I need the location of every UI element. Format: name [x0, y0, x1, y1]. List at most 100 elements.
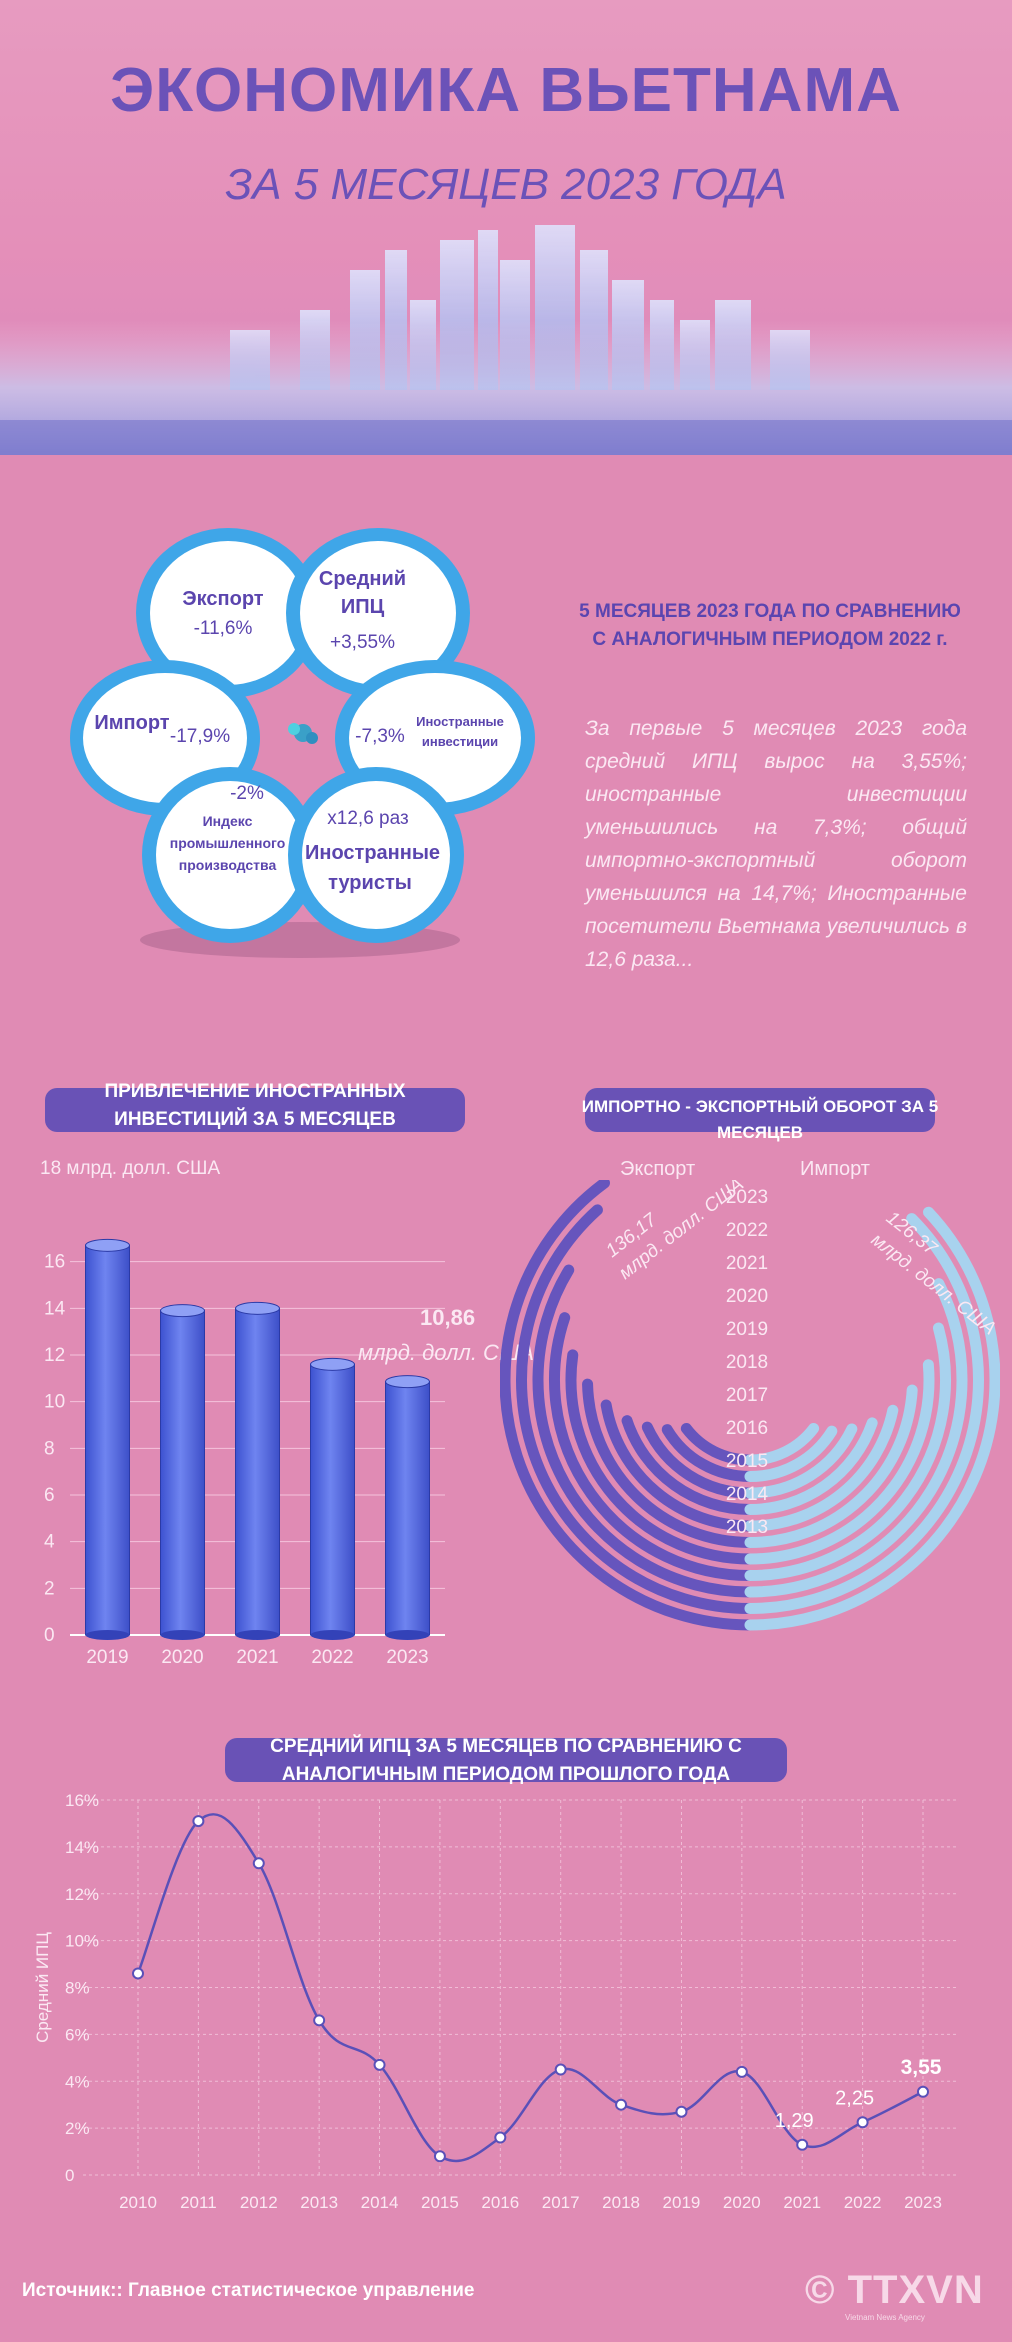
bar-ytick-label: 10 — [44, 1392, 65, 1413]
radial-chart: 2023 2022 2021 2020 2019 2018 2017 2016 2015 2014… — [500, 1180, 1000, 1631]
export-arc-2023 — [500, 1180, 756, 1631]
cpi-point-2021 — [796, 2138, 809, 2151]
bar-ytick-label: 16 — [44, 1252, 65, 1273]
bar-xtick-label: 2022 — [311, 1647, 353, 1668]
bar-chart-title: ПРИВЛЕЧЕНИЕ ИНОСТРАННЫХ ИНВЕСТИЦИЙ ЗА 5 … — [104, 1081, 406, 1130]
import-arc-2021 — [744, 1278, 968, 1598]
line-ytick-label: 0 — [65, 2166, 74, 2185]
petal-export — [136, 528, 320, 698]
line-xtick-label: 2012 — [240, 2193, 278, 2210]
radial-export-legend: Экспорт — [620, 1158, 696, 1180]
bar-xtick-label: 2021 — [236, 1647, 278, 1668]
industry-label: Индекс промышленного производства — [169, 813, 286, 873]
cpi-label: Средний ИПЦ — [318, 568, 407, 618]
line-xtick-label: 2023 — [904, 2193, 942, 2210]
line-xtick-label: 2019 — [663, 2193, 701, 2210]
line-xtick-label: 2011 — [180, 2193, 217, 2210]
line-ytick-label: 6% — [65, 2025, 90, 2044]
import-value: -17,9% — [169, 726, 231, 747]
import-arc-2017 — [744, 1404, 899, 1532]
line-xtick-label: 2014 — [361, 2193, 399, 2210]
cpi-point-2018 — [615, 2098, 628, 2111]
line-xtick-label: 2010 — [119, 2193, 157, 2210]
radial-year-label: 2021 — [726, 1253, 768, 1274]
line-xtick-label: 2021 — [783, 2193, 821, 2210]
import-arc-2020 — [744, 1322, 951, 1581]
bar-2021 — [235, 1301, 280, 1640]
bar-ytick-label: 4 — [44, 1532, 55, 1553]
line-xtick-label: 2016 — [481, 2193, 519, 2210]
petal-cpi — [286, 528, 470, 698]
line-ytick-label: 4% — [65, 2072, 90, 2091]
cpi-point-2013 — [313, 2014, 326, 2027]
bar-chart: 0 2 4 6 8 10 12 14 16 2019 2020 2021 2022 2023 — [44, 1238, 445, 1668]
cpi-point-2011 — [192, 1815, 205, 1828]
line-ylabel: Средний ИПЦ — [33, 1932, 52, 2043]
export-value: -11,6% — [193, 618, 253, 639]
cpi-point-2019 — [675, 2105, 688, 2118]
main-title: ЭКОНОМИКА ВЬЕТНАМА — [110, 56, 902, 125]
import-arc-2013 — [744, 1422, 820, 1466]
line-ytick-label: 16% — [65, 1791, 99, 1810]
line-ytick-label: 12% — [65, 1885, 99, 1904]
radial-year-label: 2018 — [726, 1352, 768, 1373]
bar-xtick-label: 2023 — [386, 1647, 428, 1668]
line-chart: 0 2% 4% 6% 8% 10% 12% 14% 16% Средний ИПЦ 2010 2011… — [33, 1791, 958, 2210]
radial-import-legend: Импорт — [800, 1158, 870, 1180]
bar-xtick-label: 2019 — [86, 1647, 128, 1668]
line-ytick-label: 14% — [65, 1838, 99, 1857]
industry-value: -2% — [230, 783, 264, 804]
ttxvn-logo-subtitle: Vietnam News Agency — [845, 2313, 925, 2322]
source-text: Источник:: Главное статистическое управл… — [22, 2280, 475, 2301]
line-xtick-label: 2013 — [300, 2193, 338, 2210]
ttxvn-logo: © TTXVN — [805, 2268, 984, 2312]
import-label: Импорт — [94, 712, 170, 734]
bar-ytick-label: 14 — [44, 1298, 66, 1319]
radial-year-label: 2015 — [726, 1451, 768, 1472]
summary-heading: 5 МЕСЯЦЕВ 2023 ГОДА ПО СРАВНЕНИЮ С АНАЛО… — [579, 601, 961, 650]
line-ytick-label: 8% — [65, 1979, 90, 1998]
bar-2022 — [310, 1357, 355, 1640]
line-xtick-label: 2020 — [723, 2193, 761, 2210]
bar-chart-ylabel: 18 млрд. долл. США — [40, 1158, 221, 1179]
radial-chart-title-pill — [585, 1088, 935, 1132]
export-arc-2019 — [565, 1349, 756, 1565]
cpi-point-2023 — [917, 2085, 929, 2098]
cpi-point-2014 — [373, 2058, 386, 2071]
cpi-value: +3,55% — [330, 632, 395, 653]
export-arc-2018 — [582, 1378, 756, 1548]
line-xtick-label: 2017 — [542, 2193, 580, 2210]
line-xtick-label: 2022 — [844, 2193, 882, 2210]
line-ytick-label: 10% — [65, 1932, 99, 1951]
radial-year-label: 2019 — [726, 1319, 768, 1340]
cpi-point-2017 — [554, 2063, 567, 2076]
export-label: Экспорт — [182, 588, 264, 610]
bar-2023 — [385, 1375, 430, 1640]
export-arc-2016 — [621, 1415, 756, 1515]
import-arc-2016 — [744, 1417, 878, 1515]
city-skyline-image — [0, 225, 1012, 455]
export-arc-2013 — [680, 1422, 756, 1466]
bar-2020 — [160, 1304, 205, 1640]
line-chart-title: СРЕДНИЙ ИПЦ ЗА 5 МЕСЯЦЕВ ПО СРАВНЕНИЮ С … — [270, 1736, 742, 1785]
petal-tourists — [288, 767, 464, 943]
cpi-data-label: 3,55 — [901, 2056, 942, 2079]
export-arc-2021 — [532, 1264, 756, 1598]
export-arc-2015 — [641, 1421, 756, 1499]
import-arc-2015 — [744, 1423, 858, 1499]
import-arc-2023 — [744, 1206, 1000, 1631]
import-arc-2019 — [744, 1359, 935, 1565]
radial-year-label: 2017 — [726, 1385, 768, 1406]
radial-year-label: 2022 — [726, 1220, 768, 1241]
line-xtick-label: 2015 — [421, 2193, 459, 2210]
cpi-point-2022 — [856, 2116, 869, 2129]
tourists-label: Иностранные туристы — [305, 842, 441, 894]
radial-year-label: 2016 — [726, 1418, 768, 1439]
cpi-point-2015 — [433, 2150, 446, 2163]
import-arc-2022 — [744, 1213, 984, 1614]
summary-text: За первые 5 месяцев 2023 года средний ИП… — [585, 717, 967, 971]
export-arc-2014 — [661, 1424, 756, 1482]
radial-year-label: 2023 — [726, 1187, 768, 1208]
bar-ytick-label: 6 — [44, 1485, 55, 1506]
radial-year-label: 2013 — [726, 1517, 768, 1538]
